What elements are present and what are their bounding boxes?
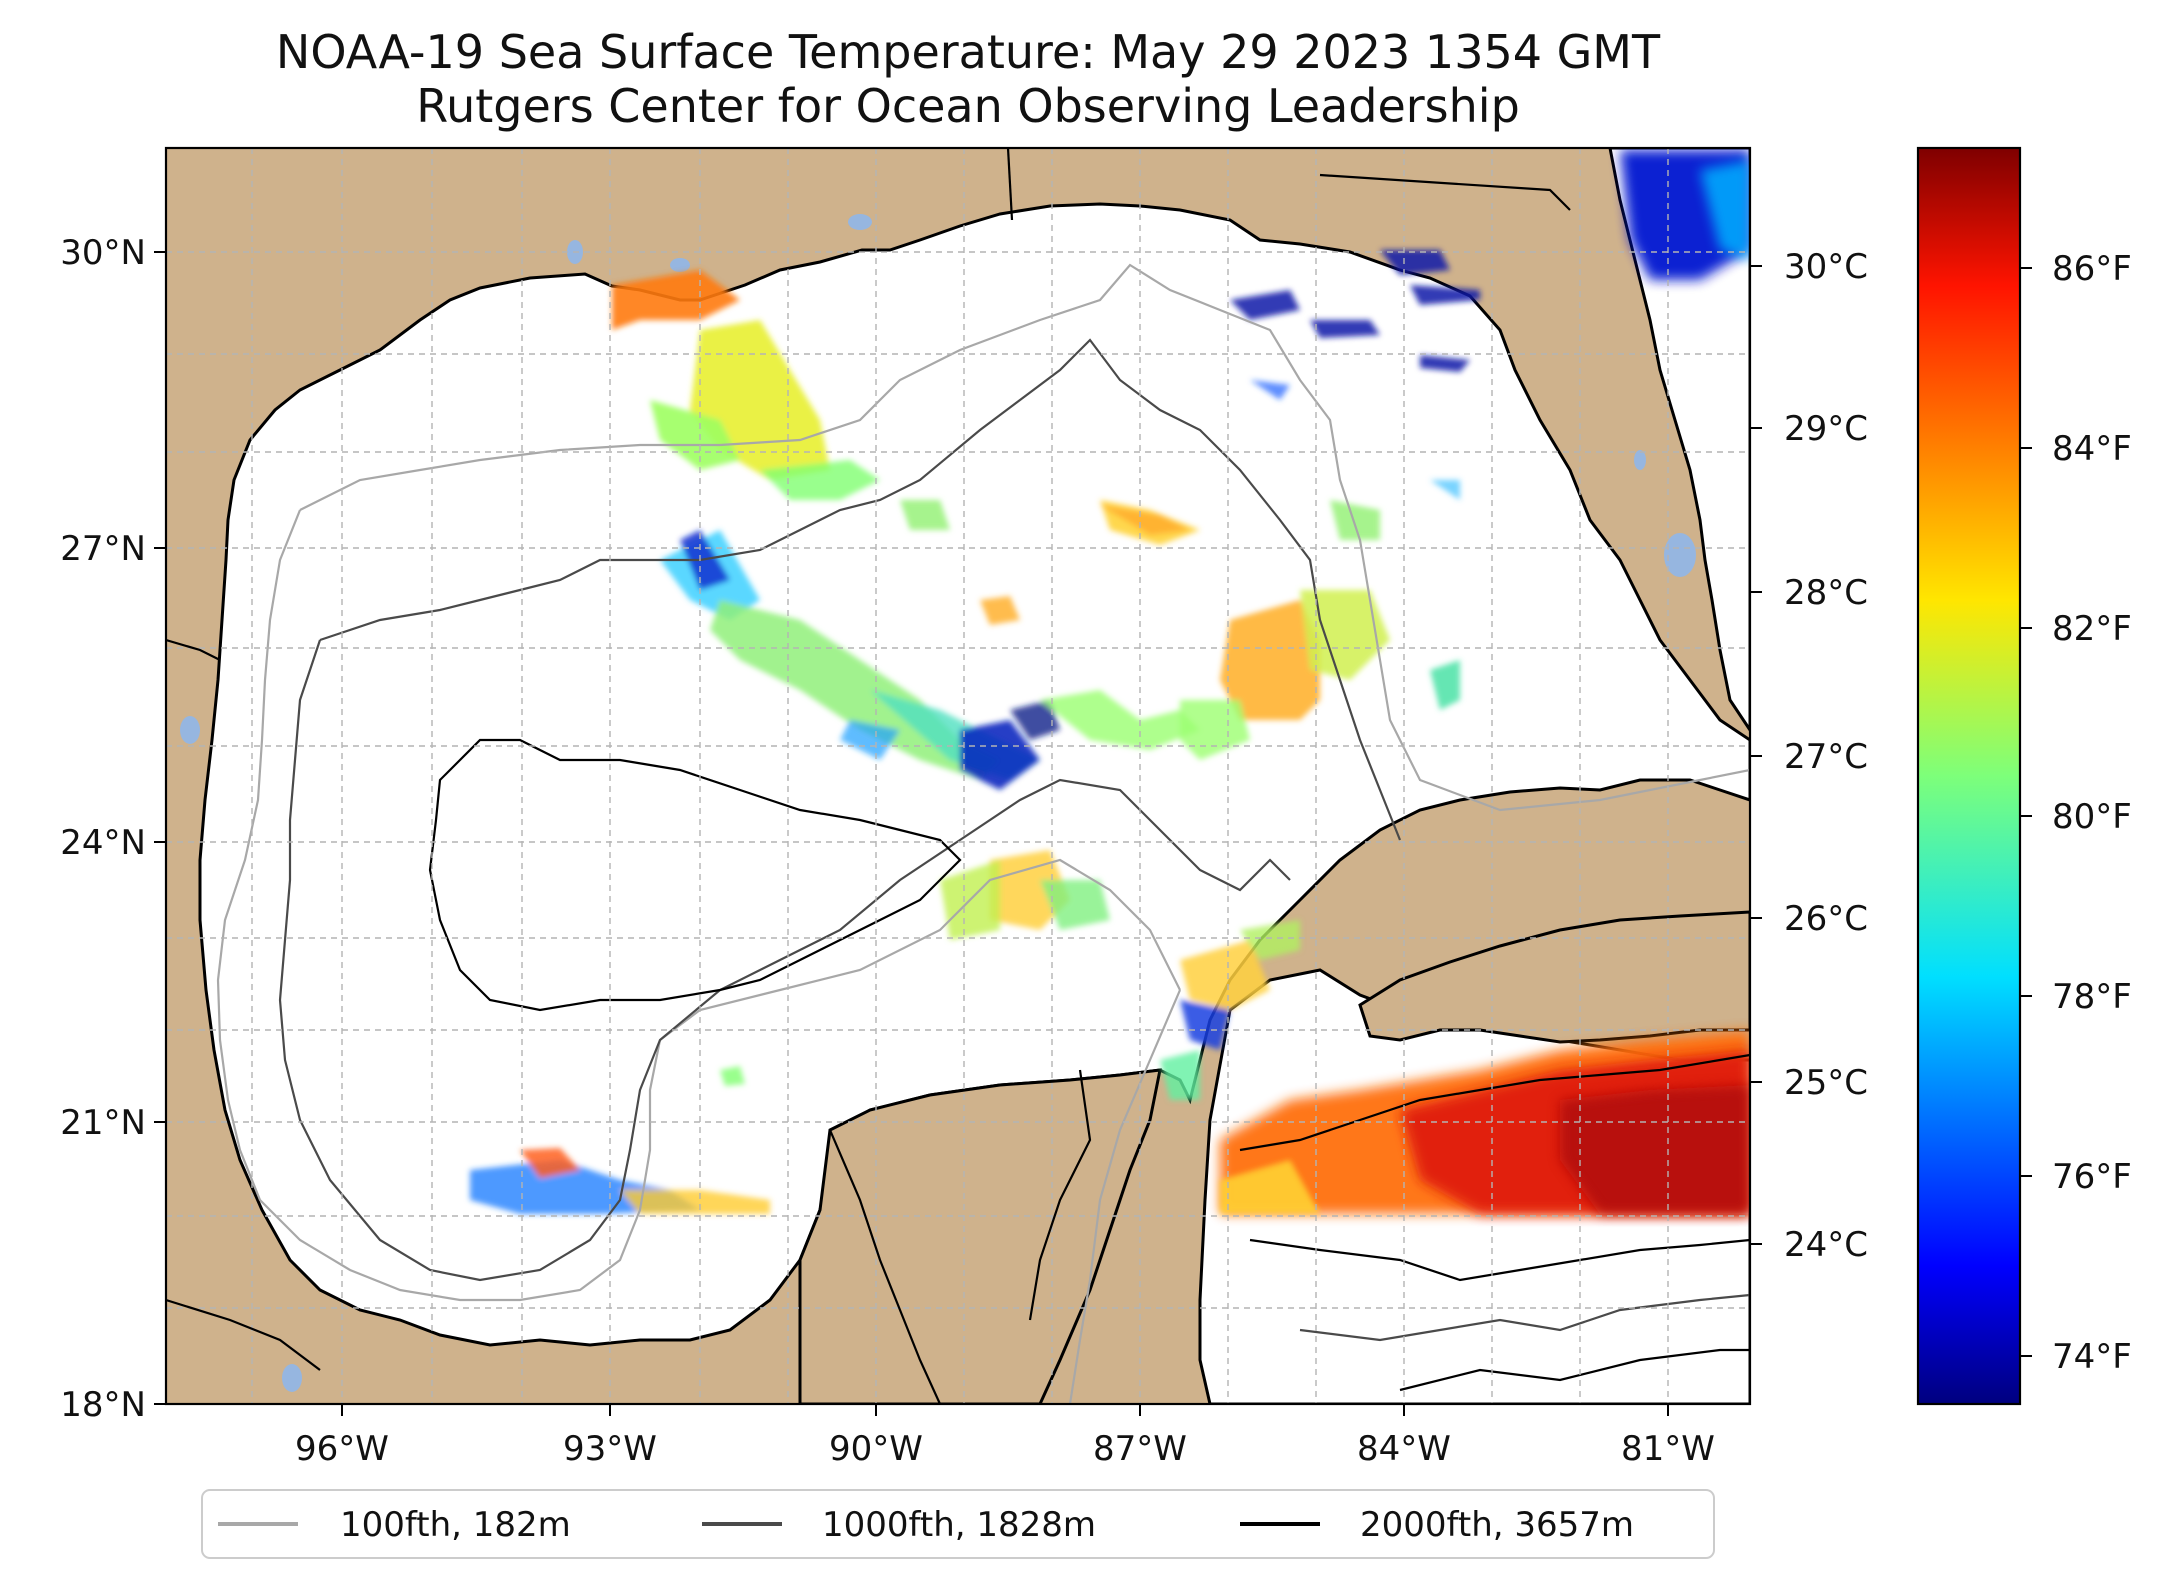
lat-label: 24°N [60, 823, 146, 863]
celsius-label: 30°C [1784, 247, 1868, 287]
fahrenheit-label: 80°F [2052, 797, 2132, 837]
celsius-label: 26°C [1784, 899, 1868, 939]
lon-label: 90°W [829, 1429, 923, 1469]
contour-legend: 100fth, 182m 1000fth, 1828m 2000fth, 365… [201, 1489, 1715, 1559]
atlantic-sst [1620, 150, 1750, 280]
colorbar: 74°F 76°F 78°F 80°F 82°F 84°F 86°F [1916, 146, 2132, 1406]
contour-100fth [299, 263, 1750, 812]
lon-tick-marks [341, 1404, 1669, 1416]
fahrenheit-label: 76°F [2052, 1157, 2132, 1197]
colorbar-gradient [1916, 146, 2022, 1406]
celsius-label: 27°C [1784, 737, 1868, 777]
atlantic-water [1608, 148, 1750, 733]
lon-tick-labels: 96°W 93°W 90°W 87°W 84°W 81°W [295, 1429, 1715, 1469]
lon-label: 87°W [1093, 1429, 1187, 1469]
legend-box [201, 1489, 1715, 1559]
fahrenheit-label: 82°F [2052, 609, 2132, 649]
fahrenheit-label: 84°F [2052, 429, 2132, 469]
lat-label: 27°N [60, 529, 146, 569]
political-borders [166, 148, 1571, 1404]
map-area[interactable] [166, 148, 1750, 1404]
legend-label-1000fth: 1000fth, 1828m [822, 1505, 1096, 1545]
lat-lon-grid [166, 148, 1750, 1404]
lon-label: 84°W [1357, 1429, 1451, 1469]
lon-label: 93°W [563, 1429, 657, 1469]
map-title-line1: NOAA-19 Sea Surface Temperature: May 29 … [276, 25, 1661, 79]
inland-lakes [180, 214, 1696, 1392]
map-title-line2: Rutgers Center for Ocean Observing Leade… [416, 79, 1520, 133]
celsius-label: 24°C [1784, 1225, 1868, 1265]
lat-label: 18°N [60, 1385, 146, 1425]
fahrenheit-label: 74°F [2052, 1337, 2132, 1377]
lat-tick-labels: 30°N 27°N 24°N 21°N 18°N [60, 233, 146, 1425]
lat-label: 21°N [60, 1103, 146, 1143]
yucatan-land [798, 1068, 1162, 1404]
celsius-label: 29°C [1784, 409, 1868, 449]
lon-label: 96°W [295, 1429, 389, 1469]
lon-label: 81°W [1621, 1429, 1715, 1469]
contour-2000fth [428, 738, 962, 1012]
fahrenheit-label: 78°F [2052, 977, 2132, 1017]
map-frame [164, 146, 1752, 1406]
caribbean-sst [1220, 1030, 1750, 1214]
celsius-axis: 24°C 25°C 26°C 27°C 28°C 29°C 30°C [1750, 247, 1868, 1265]
celsius-label: 25°C [1784, 1063, 1868, 1103]
lat-label: 30°N [60, 233, 146, 273]
legend-label-2000fth: 2000fth, 3657m [1360, 1505, 1634, 1545]
fahrenheit-label: 86°F [2052, 249, 2132, 289]
bathymetry-contours [216, 263, 1750, 1404]
legend-label-100fth: 100fth, 182m [340, 1505, 571, 1545]
lat-tick-marks [154, 251, 166, 1405]
contour-1000fth [319, 338, 1402, 841]
celsius-label: 28°C [1784, 573, 1868, 613]
